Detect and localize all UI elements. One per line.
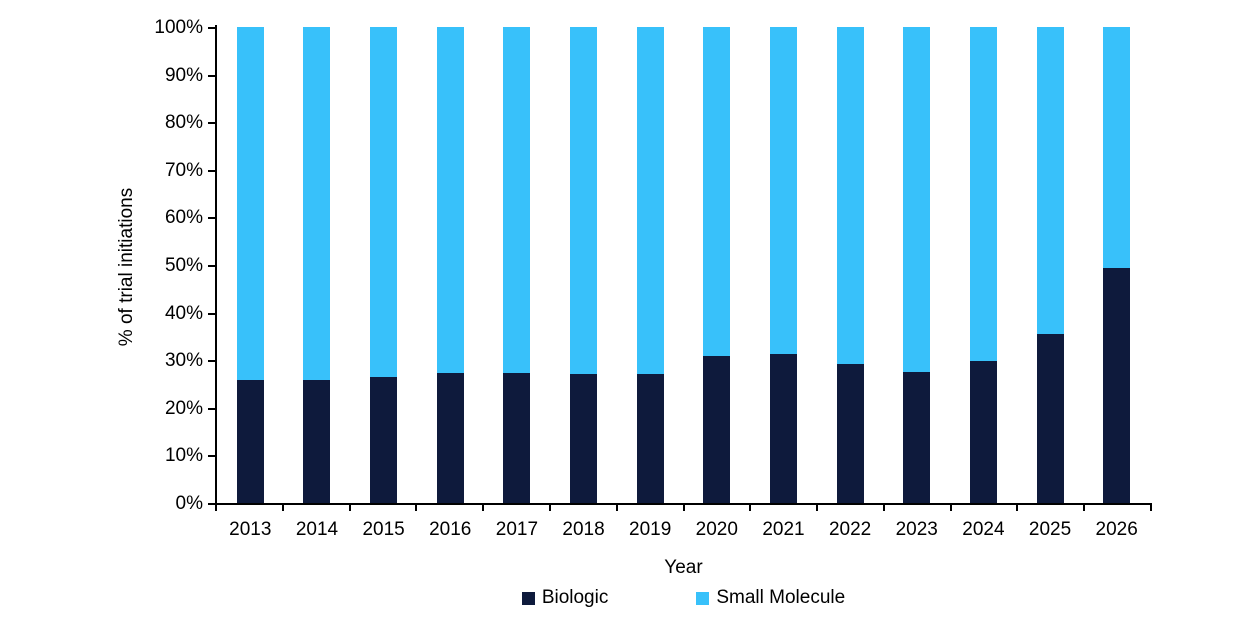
- y-tick-label: 0%: [175, 493, 203, 514]
- y-tick-label: 20%: [164, 397, 203, 419]
- x-tick-mark: [1150, 505, 1152, 511]
- bar-segment-small-molecule-2014: [303, 27, 331, 380]
- bar-segment-biologic-2019: [636, 373, 664, 503]
- x-tick-mark: [749, 505, 752, 511]
- legend-swatch-small-molecule: [696, 591, 710, 605]
- y-tick-label: 30%: [164, 350, 203, 372]
- y-tick-mark: [208, 360, 215, 363]
- x-axis-label-2019: 2019: [629, 519, 672, 540]
- y-tick-mark: [208, 74, 215, 77]
- bar-segment-biologic-2020: [703, 355, 731, 503]
- x-tick-mark: [1083, 505, 1086, 511]
- x-axis-label-2014: 2014: [295, 519, 339, 540]
- bar-segment-small-molecule-2022: [836, 27, 864, 364]
- y-tick-label: 80%: [164, 112, 203, 134]
- x-tick-mark: [682, 505, 685, 511]
- x-tick-mark: [882, 505, 885, 511]
- x-axis-title: Year: [664, 557, 703, 578]
- y-tick-mark: [208, 265, 215, 267]
- legend-swatch-biologic: [521, 591, 535, 605]
- x-tick-mark: [348, 505, 351, 511]
- legend-item-biologic: Biologic: [521, 587, 609, 609]
- x-axis-label-2016: 2016: [429, 519, 472, 540]
- legend-label-small-molecule: Small Molecule: [716, 587, 846, 608]
- x-tick-mark: [816, 505, 819, 511]
- bar-segment-biologic-2024: [969, 360, 997, 503]
- y-tick-label: 60%: [164, 207, 203, 229]
- x-tick-mark: [215, 505, 217, 511]
- bar-segment-biologic-2017: [503, 373, 531, 503]
- y-tick-mark: [208, 217, 215, 220]
- x-tick-mark: [548, 505, 551, 511]
- y-tick-label: 100%: [154, 17, 203, 38]
- x-axis-label-2024: 2024: [962, 519, 1005, 540]
- legend-label-biologic: Biologic: [541, 587, 609, 608]
- x-axis-label-2015: 2015: [362, 519, 405, 540]
- x-axis-label-2023: 2023: [895, 519, 938, 540]
- y-tick-mark: [208, 27, 215, 29]
- bar-segment-small-molecule-2024: [969, 27, 997, 361]
- bar-segment-biologic-2013: [236, 379, 264, 503]
- bar-segment-small-molecule-2019: [636, 27, 664, 374]
- y-tick-mark: [208, 122, 215, 125]
- x-tick-mark: [415, 505, 418, 511]
- bar-segment-small-molecule-2026: [1103, 27, 1131, 269]
- bar-segment-small-molecule-2017: [503, 27, 531, 374]
- x-tick-mark: [1016, 505, 1019, 511]
- y-tick-label: 10%: [164, 445, 203, 467]
- bar-segment-small-molecule-2018: [570, 27, 598, 375]
- bar-segment-biologic-2016: [436, 372, 464, 503]
- y-tick-label: 70%: [164, 159, 203, 181]
- y-tick-mark: [208, 503, 215, 505]
- bar-segment-biologic-2025: [1036, 334, 1064, 503]
- x-tick-mark: [615, 505, 618, 511]
- bar-segment-small-molecule-2015: [370, 27, 398, 378]
- bar-segment-biologic-2014: [303, 379, 331, 503]
- y-tick-label: 90%: [164, 64, 203, 86]
- x-axis-label-2025: 2025: [1028, 519, 1072, 540]
- bar-segment-biologic-2023: [903, 371, 931, 503]
- x-axis-label-2018: 2018: [562, 519, 605, 540]
- x-tick-mark: [482, 505, 485, 511]
- x-axis-label-2026: 2026: [1095, 519, 1138, 540]
- x-axis-line: [215, 503, 1152, 505]
- y-tick-label: 50%: [164, 255, 203, 276]
- legend-item-small-molecule: Small Molecule: [696, 587, 845, 609]
- bar-segment-biologic-2022: [836, 364, 864, 503]
- x-axis-label-2021: 2021: [762, 519, 805, 540]
- y-axis-line: [215, 25, 217, 505]
- y-tick-mark: [208, 312, 215, 315]
- bar-segment-small-molecule-2013: [236, 27, 264, 380]
- bar-segment-biologic-2015: [370, 377, 398, 503]
- bar-segment-small-molecule-2025: [1036, 27, 1064, 335]
- x-tick-mark: [949, 505, 952, 511]
- y-tick-mark: [208, 455, 215, 458]
- y-tick-mark: [208, 407, 215, 410]
- legend: Biologic Small Molecule: [217, 587, 1150, 609]
- bar-segment-small-molecule-2020: [703, 27, 731, 356]
- bar-segment-small-molecule-2016: [436, 27, 464, 373]
- bar-segment-biologic-2018: [570, 374, 598, 503]
- y-tick-mark: [208, 169, 215, 172]
- x-tick-mark: [281, 505, 284, 511]
- bar-segment-biologic-2026: [1103, 268, 1131, 503]
- bar-segment-biologic-2021: [769, 353, 797, 503]
- x-axis-label-2013: 2013: [229, 519, 272, 540]
- x-axis-label-2017: 2017: [495, 519, 539, 540]
- bar-segment-small-molecule-2021: [769, 27, 797, 354]
- x-axis-label-2020: 2020: [695, 519, 738, 540]
- y-tick-label: 40%: [164, 302, 203, 324]
- x-axis-label-2022: 2022: [828, 519, 872, 540]
- bar-segment-small-molecule-2023: [903, 27, 931, 372]
